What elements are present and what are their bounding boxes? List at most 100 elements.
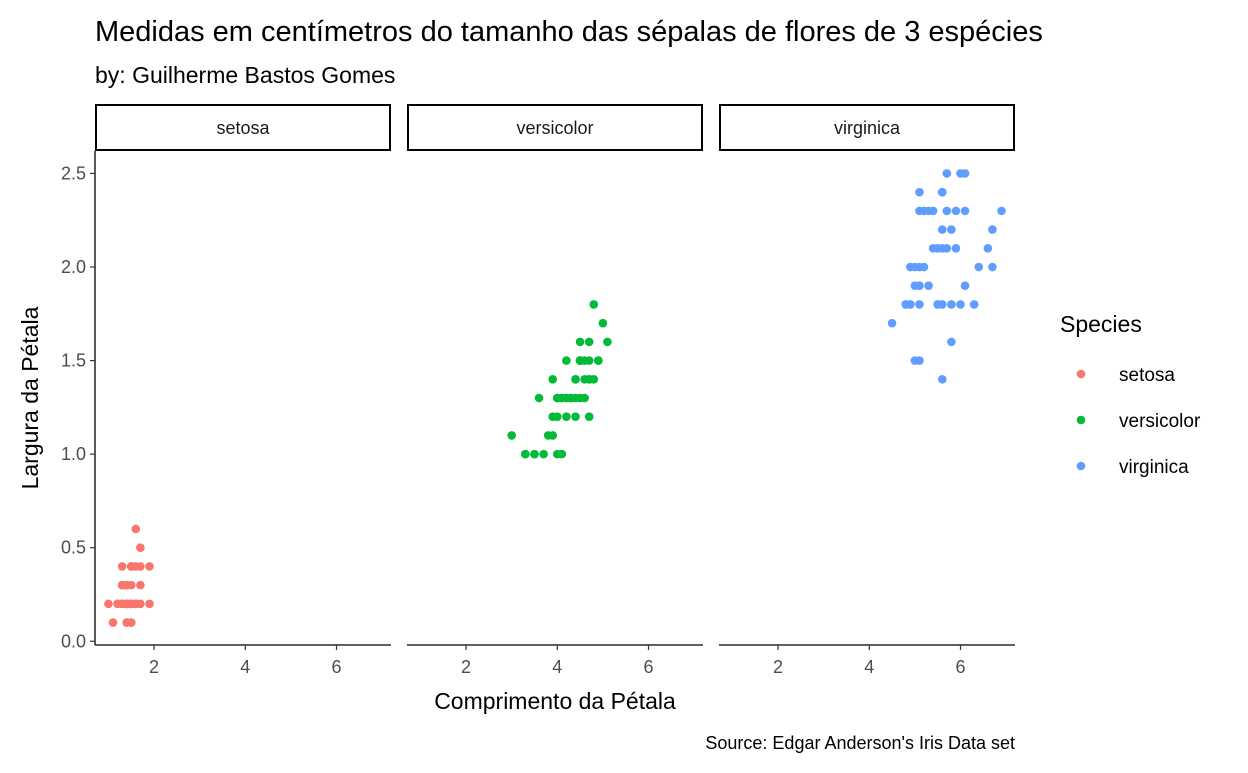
data-point-versicolor: [575, 356, 585, 365]
data-point-virginica: [887, 318, 897, 328]
x-tick-label: 2: [461, 657, 471, 677]
data-point-virginica: [901, 300, 911, 309]
strip-box: [95, 104, 391, 151]
data-point-virginica: [924, 281, 933, 291]
data-point-virginica: [937, 187, 947, 197]
data-point-versicolor: [571, 374, 580, 384]
y-tick-label: 1.5: [61, 351, 86, 371]
data-point-versicolor: [584, 337, 594, 347]
data-point-virginica: [937, 374, 947, 384]
data-point-virginica: [910, 281, 920, 291]
data-point-setosa: [145, 562, 154, 571]
data-point-setosa: [136, 580, 145, 590]
legend-key-versicolor: [1076, 415, 1086, 425]
data-point-virginica: [928, 244, 938, 253]
data-point-setosa: [117, 562, 127, 571]
data-point-virginica: [960, 169, 970, 178]
data-point-virginica: [915, 300, 924, 309]
strip-box: [407, 104, 703, 151]
x-tick-label: 4: [552, 657, 562, 677]
data-point-versicolor: [530, 449, 539, 459]
data-point-versicolor: [562, 356, 571, 365]
x-axis-label: Comprimento da Pétala: [434, 688, 676, 714]
data-point-versicolor: [557, 449, 567, 459]
data-point-versicolor: [521, 449, 530, 459]
data-point-virginica: [933, 300, 942, 309]
y-axis-label: Largura da Pétala: [17, 306, 43, 489]
legend-key-virginica: [1076, 461, 1086, 471]
y-tick-label: 1.0: [61, 444, 86, 464]
data-point-versicolor: [548, 374, 558, 384]
data-point-versicolor: [584, 356, 594, 365]
x-tick-label: 6: [955, 657, 965, 677]
y-tick-label: 0.5: [61, 538, 86, 558]
caption: Source: Edgar Anderson's Iris Data set: [705, 733, 1015, 753]
data-point-virginica: [947, 225, 956, 234]
data-point-setosa: [122, 618, 131, 627]
data-point-setosa: [145, 599, 154, 609]
data-point-setosa: [131, 524, 141, 534]
x-tick-label: 4: [240, 657, 250, 677]
strip-label: versicolor: [516, 118, 593, 138]
facet-panel-virginica: virginica 2 4 6: [719, 104, 1015, 677]
chart-title: Medidas em centímetros do tamanho das sé…: [95, 16, 1043, 48]
data-point-virginica: [942, 206, 952, 216]
data-point-virginica: [951, 244, 961, 253]
data-point-virginica: [947, 337, 956, 347]
data-point-virginica: [919, 206, 929, 216]
legend-label-versicolor: versicolor: [1119, 411, 1201, 432]
data-point-versicolor: [589, 300, 599, 309]
strip-label: setosa: [216, 118, 270, 138]
data-point-virginica: [974, 262, 984, 272]
data-point-virginica: [915, 187, 924, 197]
data-point-versicolor: [552, 412, 562, 422]
data-point-setosa: [122, 580, 131, 590]
x-tick-label: 4: [864, 657, 874, 677]
data-point-versicolor: [571, 412, 580, 422]
data-point-virginica: [951, 206, 961, 216]
data-point-versicolor: [580, 374, 589, 384]
data-point-versicolor: [539, 449, 548, 459]
legend: Species setosa versicolor virginica: [1060, 311, 1201, 478]
x-tick-label: 2: [773, 657, 783, 677]
data-point-virginica: [997, 206, 1006, 216]
y-tick-label: 0.0: [61, 631, 86, 651]
data-point-versicolor: [557, 393, 567, 403]
data-point-virginica: [937, 244, 947, 253]
legend-key-setosa: [1076, 369, 1086, 379]
data-point-versicolor: [603, 337, 612, 347]
data-point-setosa: [104, 599, 113, 609]
data-point-virginica: [928, 206, 938, 216]
facet-panel-versicolor: versicolor 2 4 6: [407, 104, 703, 677]
data-point-virginica: [969, 300, 979, 309]
data-point-versicolor: [594, 356, 603, 365]
data-point-virginica: [937, 225, 947, 234]
data-point-virginica: [960, 281, 970, 291]
data-point-virginica: [988, 225, 997, 234]
data-point-virginica: [956, 300, 965, 309]
data-point-setosa: [122, 599, 131, 609]
y-tick-label: 2.5: [61, 163, 86, 183]
legend-label-setosa: setosa: [1119, 365, 1175, 386]
data-point-virginica: [988, 262, 997, 272]
data-point-versicolor: [598, 318, 608, 328]
data-point-virginica: [960, 206, 970, 216]
data-point-versicolor: [566, 393, 576, 403]
y-tick-label: 2.0: [61, 257, 86, 277]
data-point-virginica: [942, 169, 952, 178]
data-point-versicolor: [575, 337, 585, 347]
data-point-versicolor: [580, 393, 589, 403]
data-point-versicolor: [584, 412, 594, 422]
data-point-versicolor: [534, 393, 544, 403]
data-point-versicolor: [562, 412, 571, 422]
data-point-virginica: [906, 262, 915, 272]
data-point-versicolor: [589, 374, 599, 384]
data-point-virginica: [983, 244, 993, 253]
legend-title: Species: [1060, 311, 1142, 337]
data-point-setosa: [126, 562, 136, 571]
data-point-versicolor: [507, 431, 516, 440]
data-point-virginica: [947, 300, 956, 309]
facet-panels: setosa 2 4 6 0.0 0.5 1.0 1.5 2.0 2.5 versicolor 2 4 6…: [61, 104, 1015, 677]
data-point-virginica: [915, 356, 924, 365]
